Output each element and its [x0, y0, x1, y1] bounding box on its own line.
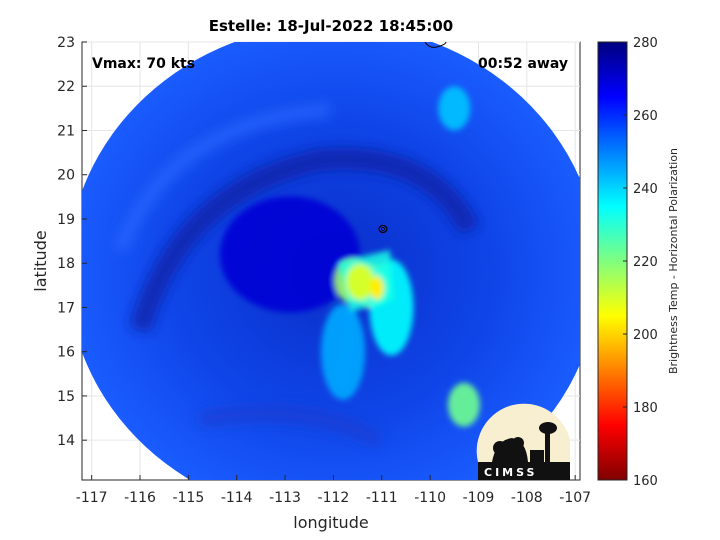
colorbar-tick-label: 260 — [633, 109, 658, 124]
x-axis-label: longitude — [293, 513, 368, 532]
x-tick-label: -107 — [559, 490, 591, 506]
y-tick-label: 15 — [57, 389, 75, 405]
colorbar-tick-label: 280 — [633, 36, 658, 51]
y-tick-label: 14 — [57, 433, 75, 449]
x-tick-label: -112 — [318, 490, 350, 506]
y-tick-label: 21 — [57, 123, 75, 139]
colorbar-tick-label: 160 — [633, 474, 658, 489]
x-ticks: -117 -116 -115 -114 -113 -112 -111 -110 -109 -108… — [76, 475, 591, 506]
logo-text: CIMSS — [484, 466, 537, 479]
y-axis-label: latitude — [31, 230, 50, 291]
x-tick-label: -109 — [463, 490, 495, 506]
y-ticks: 14 15 16 17 18 19 20 21 22 23 — [57, 35, 87, 449]
coastline — [378, 42, 447, 234]
y-tick-label: 22 — [57, 79, 75, 95]
colorbar-label: Brightness Temp - Horizontal Polarizatio… — [667, 148, 680, 374]
x-tick-label: -117 — [76, 490, 108, 506]
region-eye — [219, 196, 360, 313]
colorbar — [597, 41, 628, 481]
vmax-label: Vmax: 70 kts — [92, 56, 195, 72]
colorbar-tick-label: 220 — [633, 255, 658, 270]
y-tick-label: 23 — [57, 35, 75, 51]
x-tick-label: -115 — [172, 490, 204, 506]
y-tick-label: 19 — [57, 212, 75, 228]
colorbar-tick-label: 240 — [633, 182, 658, 197]
x-tick-label: -114 — [221, 490, 253, 506]
y-tick-label: 18 — [57, 256, 75, 272]
x-tick-label: -116 — [124, 490, 156, 506]
region-cloud — [438, 86, 471, 131]
brightness-swath — [82, 42, 580, 480]
chart-title: Estelle: 18-Jul-2022 18:45:00 — [209, 17, 454, 35]
cimss-logo: CIMSS — [476, 403, 570, 480]
y-tick-label: 20 — [57, 168, 75, 184]
colorbar-tick-label: 200 — [633, 328, 658, 343]
x-tick-label: -111 — [366, 490, 398, 506]
spiral-bands — [113, 103, 480, 448]
y-tick-label: 16 — [57, 345, 75, 361]
convective-core — [338, 250, 394, 385]
x-tick-label: -110 — [414, 490, 446, 506]
region-cloud — [447, 382, 480, 427]
time-away-label: 00:52 away — [478, 56, 568, 72]
y-tick-label: 17 — [57, 300, 75, 316]
x-tick-label: -113 — [269, 490, 301, 506]
colorbar-ticks: 160 180 200 220 240 260 280 — [623, 36, 658, 489]
colorbar-tick-label: 180 — [633, 401, 658, 416]
x-tick-label: -108 — [511, 490, 543, 506]
